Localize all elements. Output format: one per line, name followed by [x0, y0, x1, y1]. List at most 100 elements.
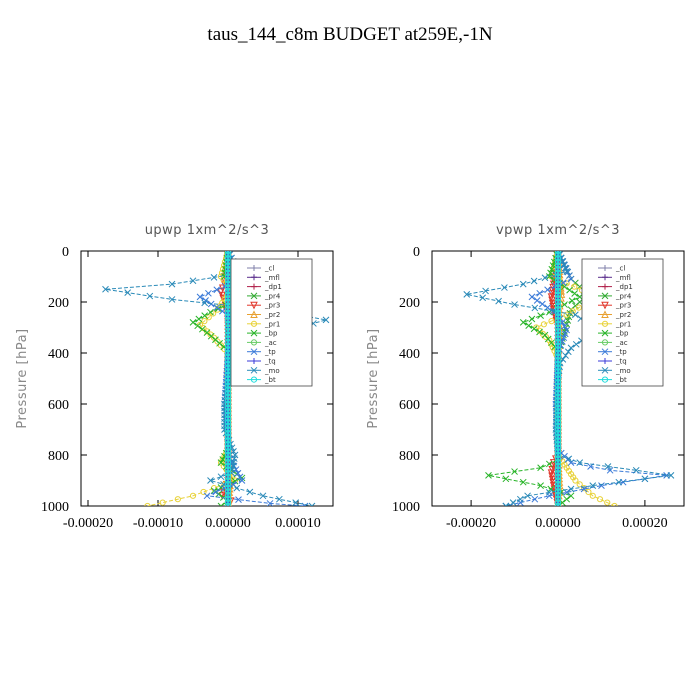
marker-7	[566, 272, 573, 279]
legend-item: _pr4	[598, 292, 632, 300]
marker-70	[589, 492, 596, 499]
marker-3	[224, 258, 232, 266]
marker-59	[224, 462, 232, 470]
marker-legend	[251, 265, 257, 271]
marker-20	[519, 319, 527, 326]
marker-41	[554, 397, 562, 404]
legend-label: _cl	[615, 265, 625, 273]
marker-19	[195, 315, 203, 323]
marker-20	[201, 318, 208, 325]
legend-item: _bt	[247, 376, 276, 384]
marker-29	[554, 353, 562, 360]
legend-label: _dp1	[264, 283, 282, 291]
marker-9	[168, 280, 176, 288]
marker-12	[205, 289, 212, 297]
marker-28	[567, 344, 575, 352]
marker-5	[554, 266, 562, 273]
marker-0	[224, 251, 232, 255]
marker-58	[224, 459, 232, 466]
marker-25	[224, 338, 232, 346]
marker-5	[224, 266, 232, 273]
marker-24	[560, 334, 568, 342]
marker-21	[224, 324, 232, 331]
marker-legend	[602, 283, 608, 290]
marker-10	[519, 280, 527, 288]
legend: _cl_mfl_dp1_pr4_pr3_pr2_pr1_bp_ac_tp_tq_…	[230, 258, 313, 387]
marker-40	[554, 393, 562, 400]
marker-63	[207, 477, 214, 484]
y-tick-label: 0	[62, 245, 69, 260]
marker-12	[146, 292, 154, 300]
legend-item: _pr2	[247, 310, 280, 319]
marker-23	[224, 331, 232, 338]
marker-44	[224, 408, 232, 415]
legend: _cl_mfl_dp1_pr4_pr3_pr2_pr1_bp_ac_tp_tq_…	[581, 258, 664, 387]
marker-29	[224, 353, 232, 360]
marker-14	[568, 297, 576, 305]
marker-65	[589, 482, 597, 489]
figure-title: taus_144_c8m BUDGET at259E,-1N	[207, 24, 492, 45]
marker-23	[554, 331, 562, 338]
marker-18	[537, 312, 544, 319]
legend-item: _mo	[598, 367, 631, 375]
legend-item: _tp	[598, 348, 627, 356]
marker-59	[576, 459, 584, 467]
marker-58	[565, 455, 573, 463]
marker-19	[572, 311, 579, 319]
marker-71	[596, 496, 604, 503]
marker-15	[224, 302, 232, 309]
marker-legend	[601, 320, 609, 327]
marker-70	[563, 495, 571, 503]
marker-6	[547, 269, 554, 277]
marker-8	[224, 277, 232, 284]
marker-0	[554, 251, 562, 255]
marker-legend	[250, 320, 258, 327]
marker-24	[554, 335, 562, 342]
marker-13	[168, 296, 176, 303]
marker-67	[259, 492, 267, 500]
marker-12	[224, 291, 232, 298]
marker-18	[563, 311, 570, 318]
x-tick-label: 0.00000	[205, 516, 251, 531]
marker-70	[266, 500, 274, 506]
marker-23	[561, 330, 569, 338]
marker-10	[554, 284, 562, 291]
marker-14	[224, 298, 232, 306]
marker-7	[224, 273, 232, 280]
marker-17	[224, 309, 232, 317]
legend-label: _pr2	[615, 311, 631, 319]
marker-7	[545, 273, 553, 280]
marker-12	[482, 287, 489, 295]
marker-62	[224, 473, 232, 480]
marker-14	[201, 299, 209, 307]
marker-27	[572, 340, 580, 348]
marker-69	[224, 499, 232, 506]
marker-11	[544, 286, 551, 294]
marker-57	[223, 449, 230, 457]
plot-frame	[80, 250, 334, 507]
marker-4	[224, 262, 232, 269]
marker-8	[567, 275, 575, 283]
marker-63	[224, 477, 232, 484]
marker-6	[554, 269, 562, 276]
marker-35	[224, 375, 232, 382]
marker-18	[224, 313, 232, 320]
marker-8	[189, 277, 197, 285]
marker-3	[554, 258, 562, 266]
marker-10	[224, 284, 232, 291]
marker-legend	[601, 329, 609, 337]
y-tick-label: 1000	[392, 500, 420, 515]
marker-5	[561, 264, 569, 272]
legend-label: _pr3	[264, 302, 280, 310]
marker-15	[495, 297, 502, 305]
marker-14	[533, 297, 541, 304]
marker-33	[554, 368, 562, 375]
marker-13	[196, 293, 204, 301]
marker-legend	[251, 358, 257, 364]
series-bt	[554, 251, 562, 506]
legend-item: _cl	[598, 265, 625, 273]
marker-legend	[250, 329, 258, 337]
marker-23	[536, 328, 543, 336]
legend-item: _pr3	[598, 301, 631, 310]
